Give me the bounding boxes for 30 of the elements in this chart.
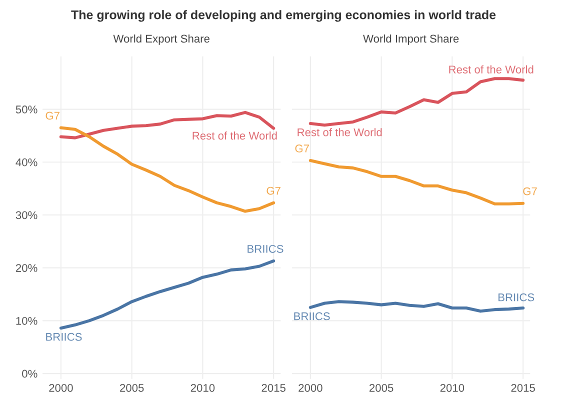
series-label: G7 (523, 187, 537, 196)
y-tick-label: 0% (22, 370, 38, 378)
x-tick-label: 2000 (298, 384, 322, 392)
x-tick-label: 2005 (120, 384, 144, 392)
series-label: Rest of the World (192, 131, 277, 140)
series-label: G7 (46, 112, 60, 120)
y-tick-label: 40% (16, 158, 38, 166)
series-label: BRIICS (46, 332, 82, 341)
y-tick-label: 50% (16, 106, 38, 114)
y-tick-label: 20% (16, 264, 38, 272)
line-series (59, 110, 276, 140)
chart-subtitle: World Import Share (363, 34, 459, 45)
text: G7 (266, 186, 280, 195)
x-tick-label: 2010 (190, 384, 215, 392)
x-tick-label: 2015 (511, 384, 535, 392)
chart-title: The growing role of developing and emerging economies in world trade (71, 10, 496, 22)
x-tick-label: 2005 (370, 384, 394, 392)
line-series (59, 259, 276, 330)
y-tick-label: 30% (16, 211, 38, 220)
x-tick-label: 2010 (440, 384, 464, 392)
x-tick-label: 2000 (49, 384, 73, 392)
text: BRIICS (294, 312, 330, 320)
series-label: Rest of the World (298, 128, 382, 136)
x-tick-label: 2015 (262, 384, 286, 392)
text: BRIICS (248, 244, 284, 253)
y-tick-label: 10% (16, 316, 38, 325)
series-label: BRIICS (498, 293, 534, 302)
chart-subtitle: World Export Share (113, 34, 210, 45)
text: Rest of the World (449, 65, 534, 74)
text: G7 (295, 144, 309, 152)
